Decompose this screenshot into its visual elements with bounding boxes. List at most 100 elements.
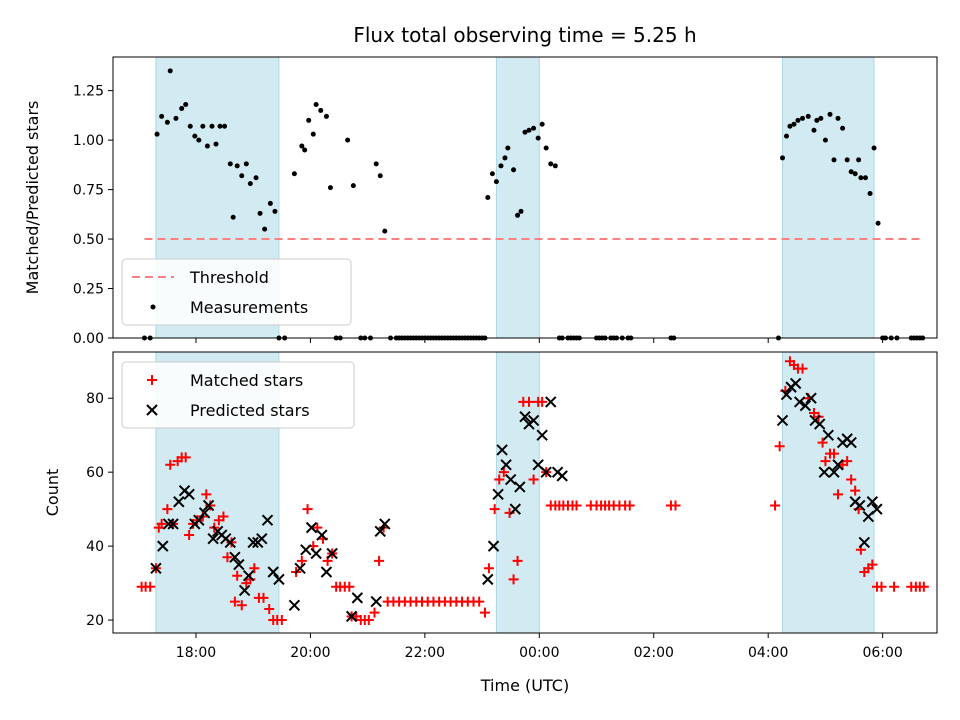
legend-label: Predicted stars (190, 401, 310, 420)
data-point (222, 552, 233, 563)
data-point (858, 536, 871, 549)
data-point (310, 547, 322, 560)
data-point (805, 113, 811, 119)
data-point (180, 452, 191, 463)
data-point (776, 414, 789, 427)
data-point (288, 599, 301, 611)
x-axis-label: Time (UTC) (480, 676, 569, 695)
data-point (267, 200, 273, 206)
data-point (862, 175, 868, 181)
data-point (276, 615, 287, 626)
data-point (818, 115, 824, 121)
data-point (833, 489, 844, 500)
data-point (795, 117, 801, 123)
data-point (505, 145, 511, 151)
data-point (856, 157, 862, 163)
data-point (291, 171, 297, 177)
data-point (202, 499, 215, 512)
data-point (537, 396, 548, 407)
data-point (867, 559, 878, 570)
data-point (323, 113, 329, 119)
data-point (813, 418, 826, 430)
data-point (306, 117, 312, 123)
data-point (224, 536, 237, 549)
data-point (536, 429, 548, 441)
data-point (374, 525, 386, 538)
data-point (204, 143, 210, 149)
data-point (511, 167, 517, 173)
data-point (831, 157, 837, 163)
data-point (827, 111, 833, 117)
data-point (858, 175, 864, 181)
data-point (302, 504, 313, 515)
data-point (258, 592, 269, 603)
legend-predicted-swatch (146, 404, 158, 416)
data-point (552, 163, 558, 169)
data-point (262, 226, 268, 232)
data-point (382, 228, 388, 234)
data-point (242, 569, 255, 582)
data-point (531, 125, 537, 131)
data-point (198, 507, 211, 519)
data-point (528, 474, 539, 485)
data-point (540, 466, 552, 478)
data-point (218, 511, 229, 522)
data-point (374, 555, 385, 566)
data-point (238, 584, 251, 597)
data-point (512, 555, 523, 566)
data-point (247, 536, 259, 549)
data-point (850, 485, 861, 496)
y-tick-label: 1.25 (73, 84, 104, 100)
axes-frame (112, 56, 938, 339)
data-point (842, 456, 853, 467)
data-point (822, 429, 834, 441)
data-point (236, 600, 247, 611)
data-point (299, 143, 305, 149)
data-point (524, 396, 535, 407)
data-point (261, 514, 274, 526)
data-point (300, 544, 312, 556)
data-point (494, 474, 505, 485)
data-point (294, 562, 306, 575)
legend-label: Matched stars (190, 371, 303, 390)
data-point (504, 473, 517, 486)
data-point (866, 496, 879, 508)
data-point (192, 133, 198, 139)
data-point (508, 574, 519, 585)
legend-matched-swatch (147, 375, 157, 385)
data-point (483, 563, 494, 574)
data-point (310, 131, 316, 137)
data-point (326, 547, 338, 560)
data-point (828, 466, 840, 478)
data-point (854, 499, 866, 512)
top-panel: 0.00 0.25 0.50 0.75 1.00 1.25 Matched/Predicte… (23, 56, 938, 347)
data-point (871, 503, 883, 515)
data-point (227, 161, 233, 167)
bottom-panel: 18:00 20:00 22:00 00:00 02:00 04:00 06:00 20 40 6… (43, 351, 938, 661)
data-point (164, 119, 170, 125)
data-point (829, 448, 839, 459)
data-point (249, 563, 260, 574)
data-point (377, 173, 383, 179)
data-point (167, 518, 179, 530)
data-point (519, 410, 531, 423)
data-point (509, 503, 521, 515)
shaded-interval (495, 56, 540, 339)
data-point (818, 466, 830, 478)
x-tick-label: 06:00 (862, 645, 902, 661)
data-point (474, 596, 485, 607)
y-tick-label: 0.00 (73, 331, 104, 347)
data-point (832, 459, 844, 471)
data-point (184, 530, 195, 541)
data-point (817, 437, 828, 448)
axes-frame (112, 351, 938, 634)
data-point (498, 163, 504, 169)
data-point (624, 500, 635, 511)
data-point (232, 570, 243, 581)
data-point (811, 127, 817, 133)
legend-label: Measurements (190, 298, 308, 317)
data-point (845, 436, 857, 449)
data-point (498, 467, 509, 478)
data-point (835, 115, 841, 121)
data-point (316, 529, 328, 541)
